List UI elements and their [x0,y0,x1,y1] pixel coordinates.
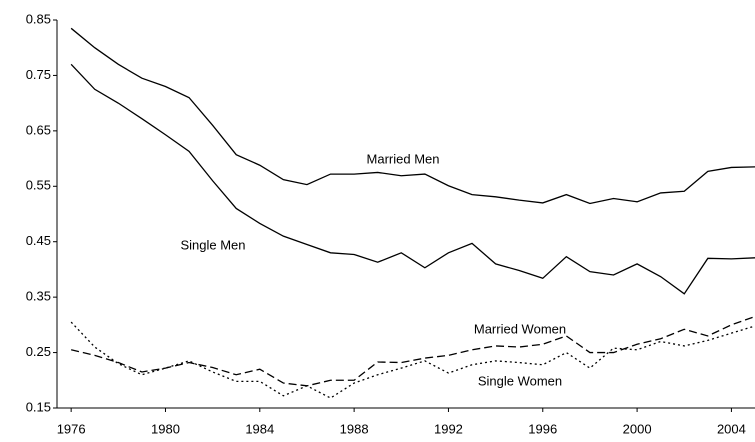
series-line [70,63,755,295]
x-tick-label: 1996 [528,421,557,436]
series-label: Single Women [478,373,562,388]
x-tick-label: 1980 [151,421,180,436]
series-line [70,27,755,205]
series-line [70,321,755,399]
y-tick-label: 0.75 [26,67,51,82]
series-label: Married Men [367,151,440,166]
x-tick-label: 2004 [717,421,746,436]
y-tick-label: 0.65 [26,122,51,137]
y-tick-label: 0.25 [26,344,51,359]
y-tick-label: 0.15 [26,399,51,414]
x-tick-label: 1988 [340,421,369,436]
y-tick-label: 0.45 [26,233,51,248]
x-tick-label: 1984 [245,421,274,436]
y-tick-label: 0.85 [26,11,51,26]
y-tick-label: 0.35 [26,289,51,304]
y-tick-label: 0.55 [26,178,51,193]
x-tick-label: 1992 [434,421,463,436]
series-label: Married Women [474,321,566,336]
x-tick-label: 1976 [57,421,86,436]
x-tick-label: 2000 [623,421,652,436]
series-label: Single Men [180,237,245,252]
series-line [70,315,755,387]
